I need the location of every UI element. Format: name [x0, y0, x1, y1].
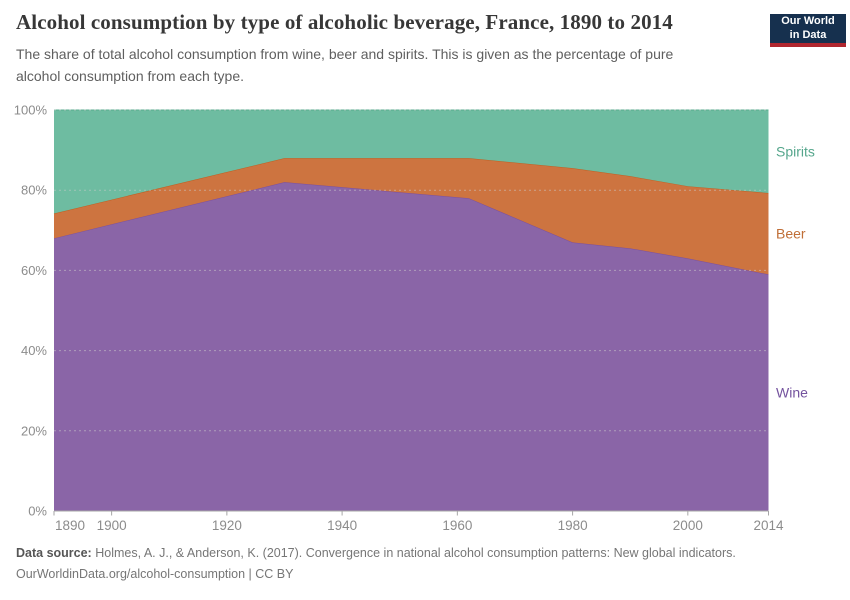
- area-spirits[interactable]: [54, 110, 769, 214]
- owid-logo: Our World in Data: [770, 14, 846, 47]
- x-tick-label-1920: 1920: [212, 518, 242, 533]
- y-tick-label-40: 40%: [21, 343, 47, 358]
- x-tick-label-1980: 1980: [558, 518, 588, 533]
- chart-subtitle: The share of total alcohol consumption f…: [16, 46, 674, 84]
- owid-logo-line1: Our World: [781, 14, 835, 27]
- legend-label-wine[interactable]: Wine: [776, 385, 808, 401]
- chart-header: Alcohol consumption by type of alcoholic…: [16, 10, 756, 87]
- area-beer[interactable]: [54, 158, 769, 275]
- y-tick-label-0: 0%: [28, 504, 47, 519]
- legend-label-beer[interactable]: Beer: [776, 226, 806, 242]
- x-tick-label-2000: 2000: [673, 518, 703, 533]
- data-source-line: Data source: Holmes, A. J., & Anderson, …: [16, 543, 836, 564]
- y-tick-label-20: 20%: [21, 423, 47, 438]
- y-tick-label-100: 100%: [14, 103, 48, 118]
- x-tick-label-1890: 1890: [55, 518, 85, 533]
- x-tick-label-1900: 1900: [97, 518, 127, 533]
- area-wine[interactable]: [54, 182, 769, 511]
- x-tick-label-1960: 1960: [442, 518, 472, 533]
- data-source-text: Holmes, A. J., & Anderson, K. (2017). Co…: [95, 546, 736, 560]
- data-source-label: Data source:: [16, 546, 92, 560]
- y-tick-label-80: 80%: [21, 183, 47, 198]
- legend-label-spirits[interactable]: Spirits: [776, 144, 815, 160]
- x-tick-label-2014: 2014: [753, 518, 784, 533]
- chart-footer: Data source: Holmes, A. J., & Anderson, …: [16, 543, 836, 586]
- footer-link-line: OurWorldinData.org/alcohol-consumption |…: [16, 567, 294, 582]
- y-tick-label-60: 60%: [21, 263, 47, 278]
- chart-title: Alcohol consumption by type of alcoholic…: [16, 10, 673, 34]
- owid-logo-line2: in Data: [789, 28, 827, 41]
- x-tick-label-1940: 1940: [327, 518, 357, 533]
